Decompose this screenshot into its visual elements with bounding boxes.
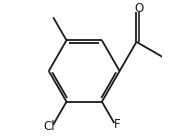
Text: Cl: Cl — [43, 120, 55, 133]
Text: O: O — [135, 2, 144, 15]
Text: F: F — [114, 118, 121, 131]
